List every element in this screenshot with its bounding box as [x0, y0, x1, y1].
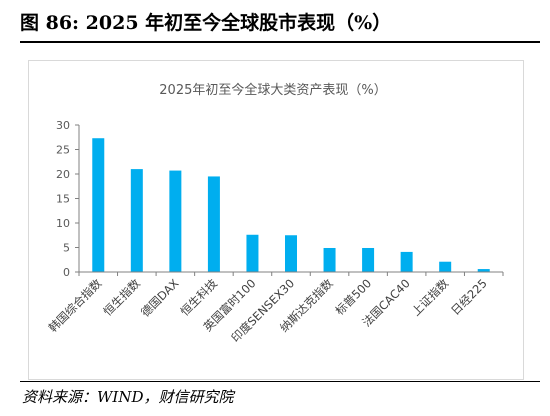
x-tick-label: 恒生指数: [101, 276, 144, 319]
y-tick-label: 5: [63, 242, 70, 255]
figure-title: 图 86: 2025 年初至今全球股市表现（%）: [20, 12, 392, 34]
title-divider: [20, 41, 540, 43]
bar: [439, 261, 452, 272]
bar: [285, 235, 297, 272]
y-tick-label: 30: [56, 119, 70, 132]
bar-series: [92, 138, 490, 272]
y-tick-label: 15: [56, 193, 70, 206]
source-note: 资料来源：WIND，财信研究院: [22, 388, 234, 406]
y-tick-label: 25: [56, 144, 70, 157]
bar: [169, 170, 182, 272]
bar-chart: 2025年初至今全球大类资产表现（%） 0 5 10 15 20 25 30 韩国综合指数恒…: [46, 82, 504, 345]
y-tick-label: 0: [63, 266, 70, 279]
chart-frame: 2025年初至今全球大类资产表现（%） 0 5 10 15 20 25 30 韩国综合指数恒…: [28, 60, 524, 380]
x-tick-label: 日经225: [448, 276, 490, 318]
y-axis: 0 5 10 15 20 25 30: [56, 119, 80, 279]
bar: [207, 176, 220, 272]
bar: [323, 247, 336, 272]
bar: [130, 169, 143, 272]
chart-title: 2025年初至今全球大类资产表现（%）: [159, 82, 386, 98]
bar: [246, 234, 259, 272]
bar: [477, 269, 490, 272]
source-divider: [20, 381, 540, 382]
bar: [362, 247, 375, 272]
x-tick-label: 上证指数: [409, 276, 452, 319]
bar: [400, 251, 413, 272]
y-tick-label: 20: [56, 168, 70, 181]
x-axis: 韩国综合指数恒生指数德国DAX恒生科技英国富时100印度SENSEX30纳斯达克…: [46, 271, 504, 345]
bar: [92, 138, 105, 272]
y-tick-label: 10: [56, 217, 70, 230]
x-tick-label: 韩国综合指数: [46, 276, 105, 335]
x-tick-label: 德国DAX: [138, 276, 182, 320]
